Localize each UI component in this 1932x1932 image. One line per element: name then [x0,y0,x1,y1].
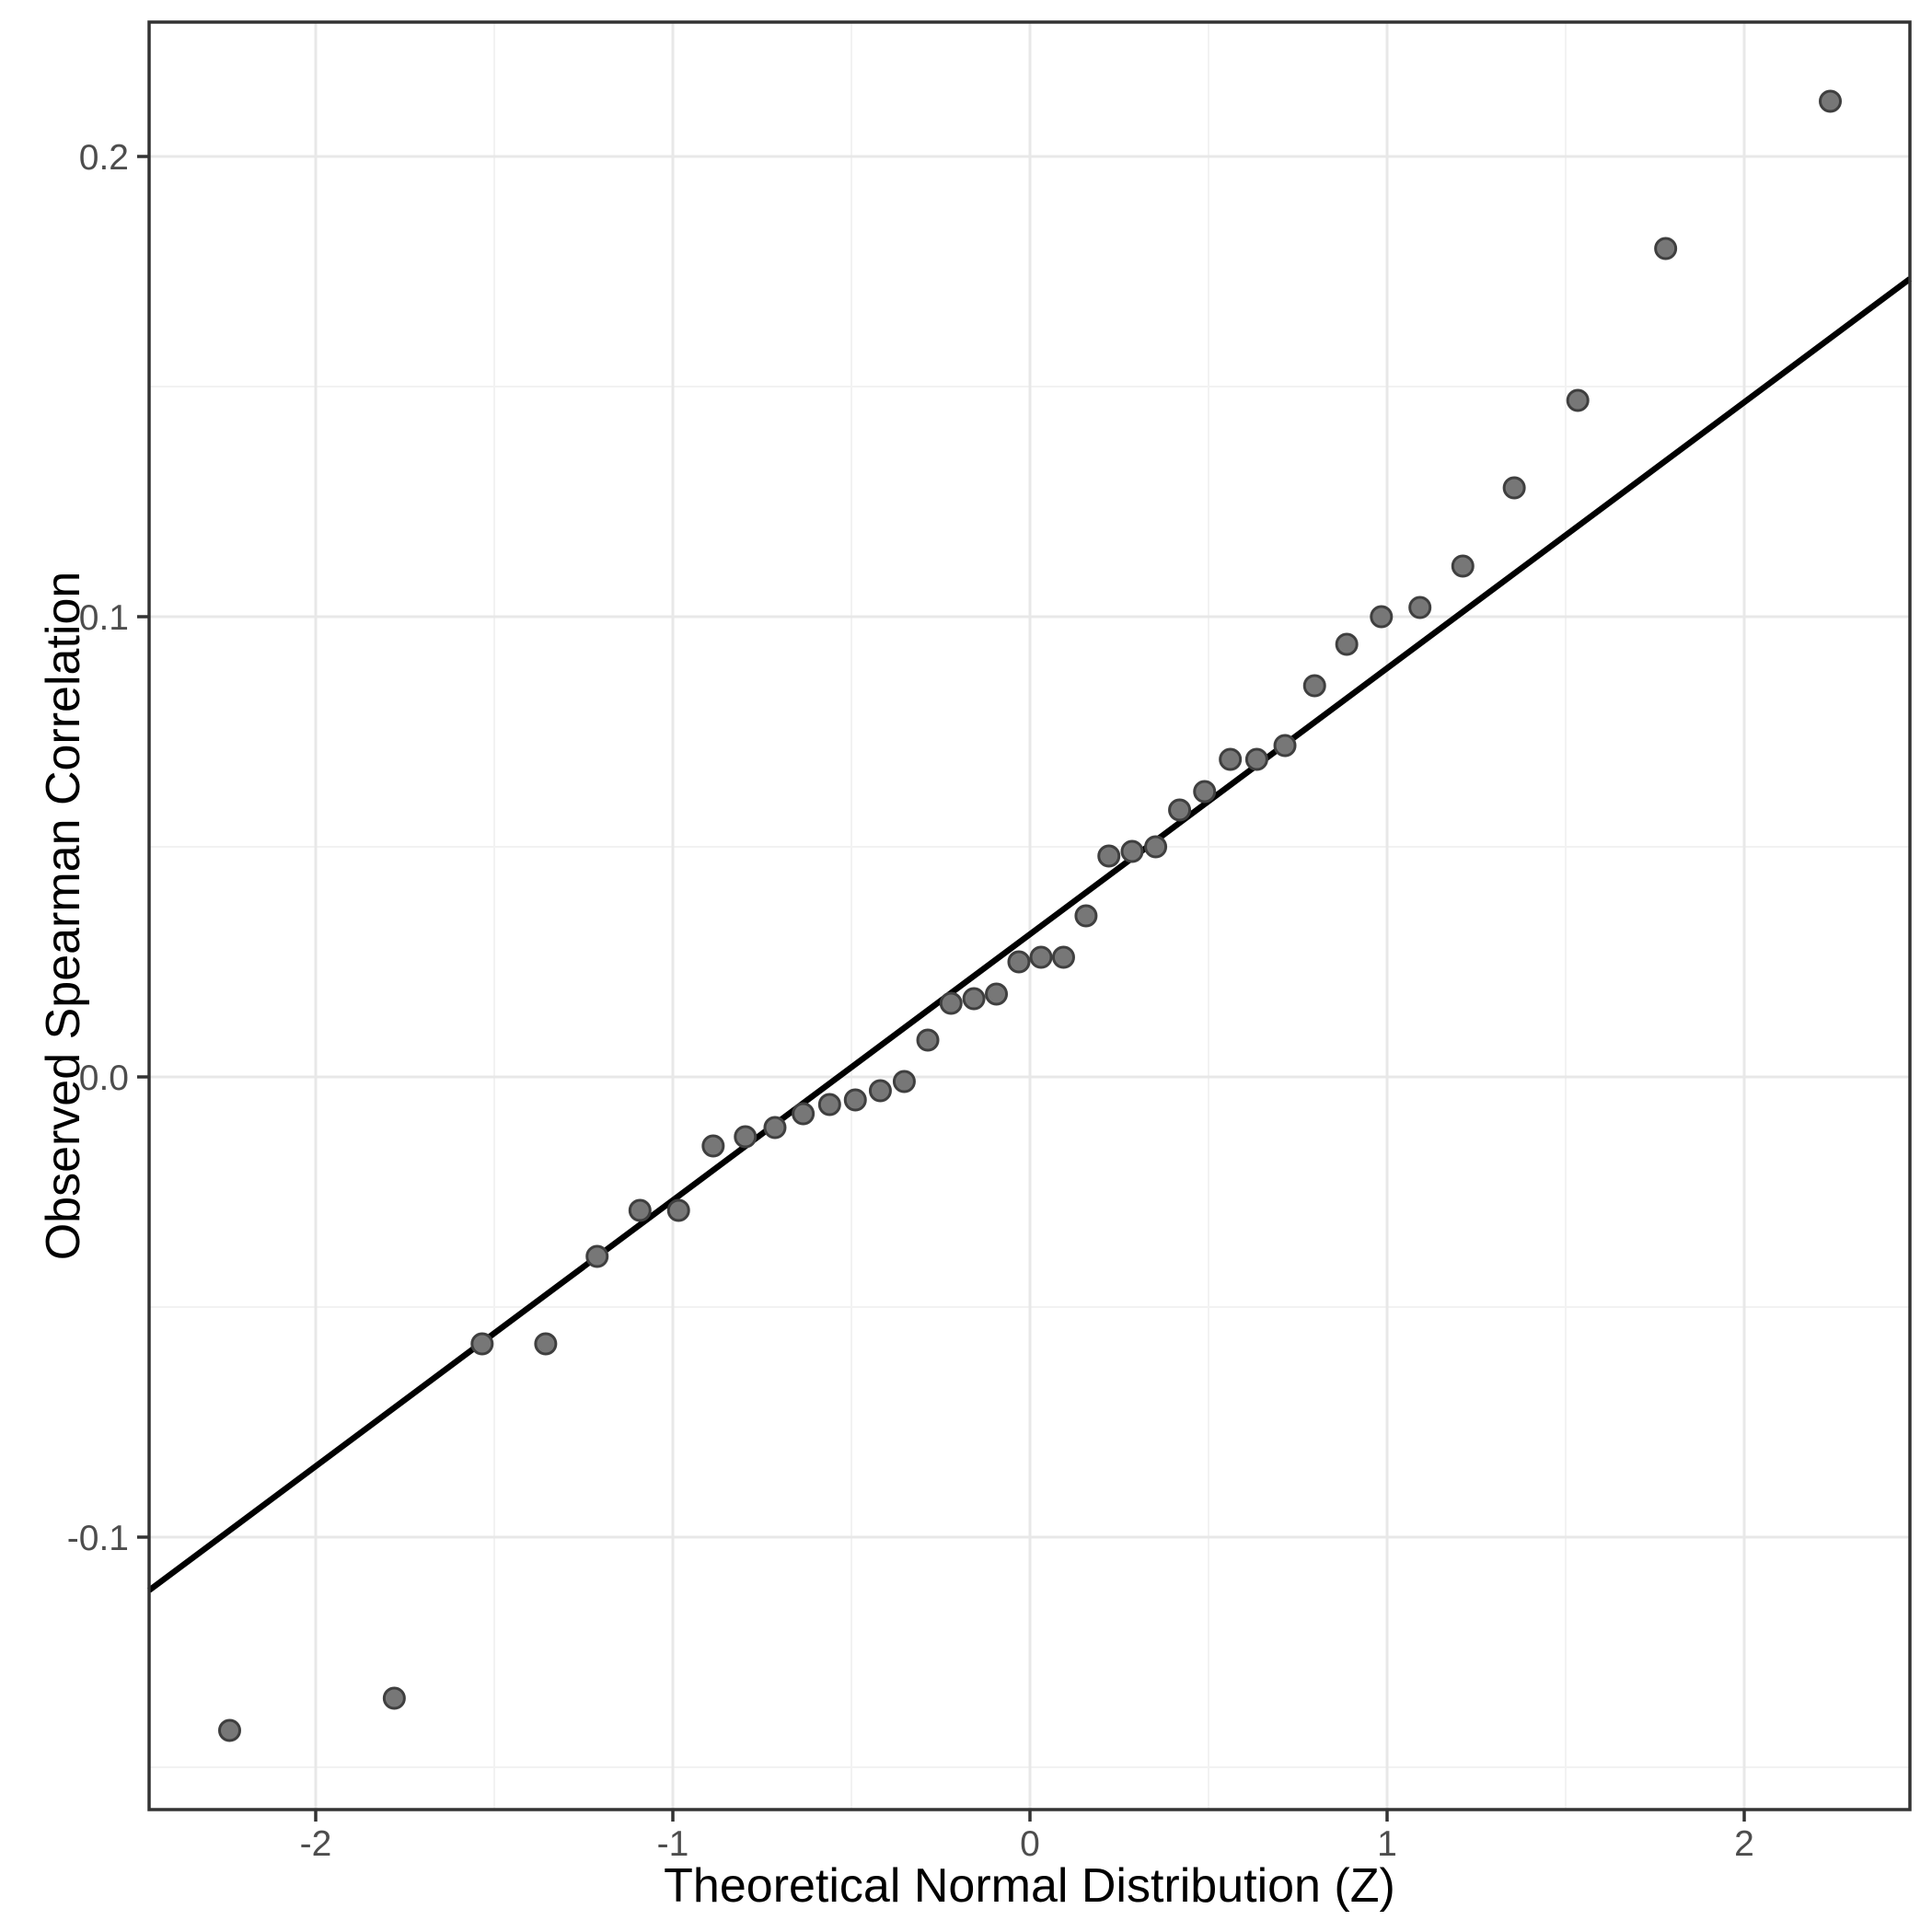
data-point [701,1134,725,1158]
data-point [1244,747,1268,771]
data-point [939,991,963,1015]
data-point [1566,388,1590,412]
y-tick-label: 0.2 [79,138,129,178]
x-axis-title: Theoretical Normal Distribution (Z) [664,1859,1395,1913]
data-point [1370,605,1394,629]
data-point [1335,632,1359,656]
data-point [1451,554,1475,578]
y-tick-label: 0.1 [79,598,129,638]
data-point [1654,237,1678,260]
data-point [1408,596,1432,619]
data-point [1120,839,1144,863]
data-point [1302,674,1326,698]
data-point [1219,747,1243,771]
data-point [843,1088,867,1112]
data-point [1074,904,1098,928]
data-point [792,1102,816,1126]
data-point [534,1332,558,1356]
data-point [1051,945,1075,969]
data-point [962,987,986,1011]
data-point [1193,780,1217,804]
y-axis-title: Observed Spearman Correlation [37,572,90,1261]
y-tick-label: -0.1 [67,1519,129,1558]
qq-reference-line-group [147,276,1912,1593]
data-point [1144,835,1168,859]
data-point [217,1718,241,1742]
data-point [1007,950,1031,974]
x-tick-label: -1 [657,1824,689,1864]
data-point [817,1093,841,1116]
qq-reference-line [147,276,1912,1593]
data-point [763,1116,787,1140]
data-point [1029,945,1053,969]
data-point [585,1244,609,1268]
data-point [892,1070,916,1093]
data-point [868,1079,892,1103]
data-point [1819,89,1843,113]
data-points [217,89,1843,1742]
data-point [666,1198,690,1222]
data-point [1502,476,1526,500]
axis-titles: Theoretical Normal Distribution (Z) Obser… [37,572,1395,1913]
data-point [734,1125,758,1149]
axis-ticks [137,155,1746,1822]
x-tick-label: 2 [1734,1824,1754,1864]
axis-tick-labels: -2 -1 0 1 2 0.2 0.1 0.0 -0.1 [67,138,1754,1864]
data-point [985,982,1009,1006]
x-tick-label: 0 [1020,1824,1040,1864]
y-tick-label: 0.0 [79,1059,129,1098]
data-point [1273,734,1297,758]
data-point [916,1028,940,1052]
major-gridlines [149,22,1910,1810]
data-point [470,1332,494,1356]
data-point [1168,798,1192,822]
data-point [628,1198,652,1222]
x-tick-label: -2 [300,1824,332,1864]
x-tick-label: 1 [1377,1824,1397,1864]
data-point [382,1686,406,1710]
data-point [1097,844,1121,868]
